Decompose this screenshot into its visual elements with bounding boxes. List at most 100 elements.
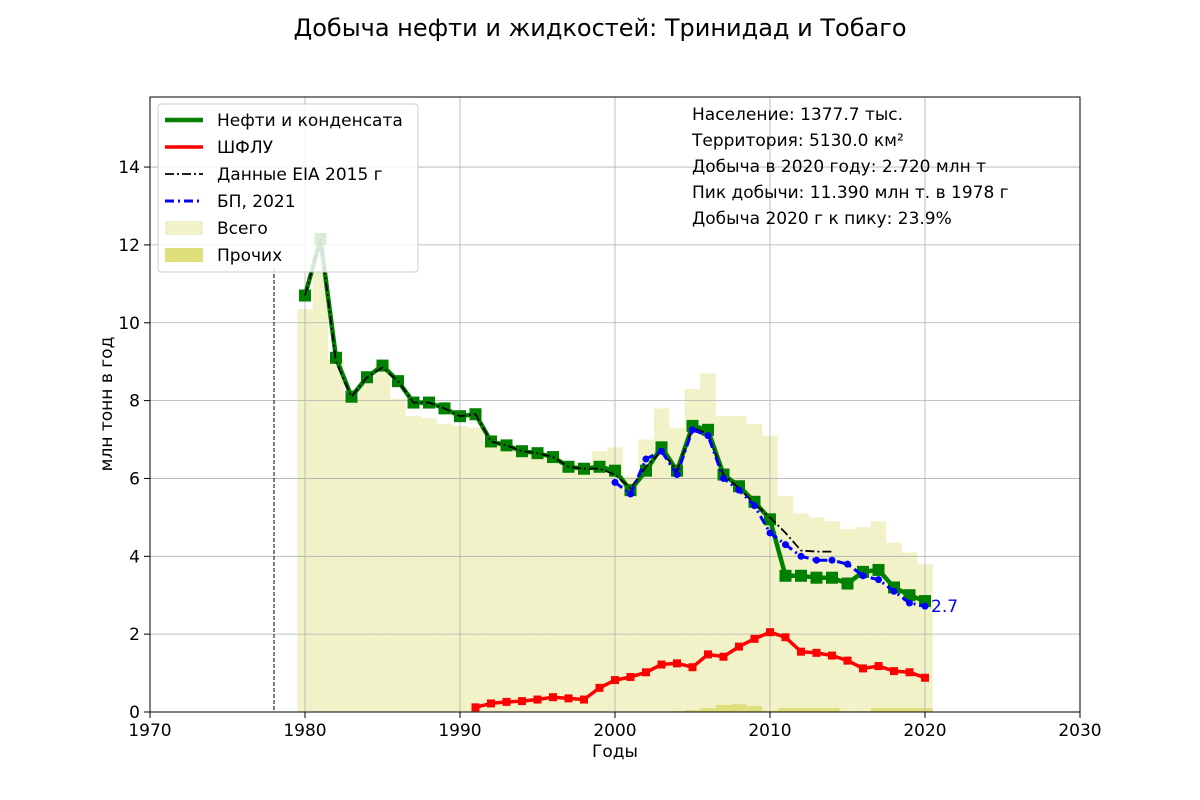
x-axis-label: Годы xyxy=(592,742,638,762)
ngl-point-1994 xyxy=(518,697,526,706)
legend-item-5-swatch xyxy=(165,248,203,262)
x-tick-label-2030: 2030 xyxy=(1058,721,1101,741)
legend: Нефти и конденсата ШФЛУ Данные EIA 2015 г Б… xyxy=(157,103,419,273)
oil-point-1999 xyxy=(593,460,606,473)
bar-total-2018 xyxy=(886,542,902,712)
bar-total-2004 xyxy=(669,427,685,712)
bp-point-2019 xyxy=(906,599,913,607)
bar-other-2019 xyxy=(901,708,918,712)
x-tick-label-2020: 2020 xyxy=(903,721,946,741)
ngl-point-1996 xyxy=(549,693,557,702)
bar-total-2001 xyxy=(622,476,639,712)
bar-other-2013 xyxy=(808,708,825,712)
bar-other-2007 xyxy=(715,704,732,712)
bp-point-2001 xyxy=(627,490,634,498)
x-tick-label-2000: 2000 xyxy=(593,721,636,741)
bp-point-2000 xyxy=(611,478,619,486)
legend-item-4-swatch xyxy=(165,221,203,235)
ngl-point-2015 xyxy=(843,656,852,665)
legend-item-3-label: БП, 2021 xyxy=(217,192,296,212)
bar-total-2009 xyxy=(746,423,763,712)
bp-point-2007 xyxy=(720,474,727,482)
bar-total-2013 xyxy=(808,517,825,712)
oil-point-2000 xyxy=(609,464,621,477)
bar-total-1999 xyxy=(591,451,608,712)
bp-point-2005 xyxy=(689,426,696,434)
bar-other-2008 xyxy=(731,704,747,712)
oil-point-1980 xyxy=(299,289,311,302)
oil-point-2002 xyxy=(640,464,652,477)
bp-point-2002 xyxy=(642,455,650,463)
ngl-point-2007 xyxy=(719,652,728,661)
info-line-0: Население: 1377.7 тыс. xyxy=(692,105,903,125)
bar-total-1995 xyxy=(529,455,546,712)
oil-point-2013 xyxy=(810,571,823,584)
bar-total-1991 xyxy=(467,427,484,712)
bar-total-1981 xyxy=(312,272,329,712)
legend-item-4-label: Всего xyxy=(217,219,268,239)
y-tick-label-12: 12 xyxy=(118,236,140,256)
bar-other-2017 xyxy=(870,708,887,712)
bp-point-2006 xyxy=(704,432,712,440)
oil-point-2014 xyxy=(826,571,838,584)
legend-item-1-label: ШФЛУ xyxy=(217,138,274,158)
bars-layer xyxy=(297,272,933,712)
bar-total-1998 xyxy=(576,462,592,712)
bar-total-2002 xyxy=(638,439,654,712)
ticks-layer: 1970 1980 1990 2000 2010 2020 2030 0 2 4 6 8 10 12 14 xyxy=(118,158,1101,741)
ngl-point-2002 xyxy=(642,668,650,677)
ngl-point-2005 xyxy=(688,663,697,672)
bp-point-2004 xyxy=(673,471,681,479)
bar-total-1984 xyxy=(359,379,375,712)
bar-other-2005 xyxy=(684,710,701,712)
oil-point-2012 xyxy=(795,569,807,582)
y-tick-label-10: 10 xyxy=(118,314,140,334)
x-tick-label-2010: 2010 xyxy=(748,721,791,741)
lines-layer xyxy=(273,233,931,712)
bar-total-2003 xyxy=(653,408,670,712)
info-line-1: Территория: 5130.0 км² xyxy=(691,131,904,151)
ngl-point-2004 xyxy=(673,659,681,668)
x-tick-label-1970: 1970 xyxy=(128,721,171,741)
oil-point-1992 xyxy=(485,435,497,448)
info-panel: Население: 1377.7 тыс. Территория: 5130.0… xyxy=(691,105,1009,229)
oil-point-2017 xyxy=(872,563,885,576)
bar-total-1996 xyxy=(545,457,561,712)
ngl-point-2013 xyxy=(812,648,821,657)
oil-point-2006 xyxy=(702,423,714,436)
bar-total-2012 xyxy=(793,513,809,712)
info-line-4: Добыча 2020 г к пику: 23.9% xyxy=(692,209,952,229)
bar-total-2014 xyxy=(824,521,840,712)
bar-total-1985 xyxy=(374,363,391,712)
bar-total-1997 xyxy=(560,466,577,712)
bp-point-2018 xyxy=(890,587,898,595)
oil-point-2011 xyxy=(779,569,792,582)
y-tick-label-8: 8 xyxy=(129,392,140,412)
x-tick-label-1990: 1990 xyxy=(438,721,481,741)
ngl-point-2019 xyxy=(905,668,914,677)
bp-point-2016 xyxy=(859,572,867,580)
ngl-point-2003 xyxy=(657,660,666,669)
bp-point-2014 xyxy=(828,556,836,564)
ngl-point-2000 xyxy=(611,676,619,685)
y-tick-label-0: 0 xyxy=(129,703,140,723)
bar-total-1992 xyxy=(483,441,499,712)
info-line-3: Пик добычи: 11.390 млн т. в 1978 г xyxy=(692,183,1009,203)
bar-total-2015 xyxy=(839,529,856,712)
ngl-point-2008 xyxy=(735,642,743,651)
bp-point-2015 xyxy=(844,560,851,568)
legend-item-2-label: Данные EIA 2015 г xyxy=(217,165,383,185)
ngl-point-2018 xyxy=(890,667,898,676)
ngl-point-2020 xyxy=(921,673,929,682)
ngl-point-1995 xyxy=(533,695,542,704)
bar-total-2008 xyxy=(731,416,747,712)
bar-total-1982 xyxy=(328,359,344,712)
ngl-point-1997 xyxy=(564,694,573,703)
y-tick-label-4: 4 xyxy=(129,547,140,567)
y-axis-label: млн тонн в год xyxy=(97,337,117,472)
bar-total-1989 xyxy=(436,423,453,712)
bar-total-2006 xyxy=(700,373,716,712)
legend-frame xyxy=(157,103,419,273)
ngl-point-1993 xyxy=(502,697,511,706)
